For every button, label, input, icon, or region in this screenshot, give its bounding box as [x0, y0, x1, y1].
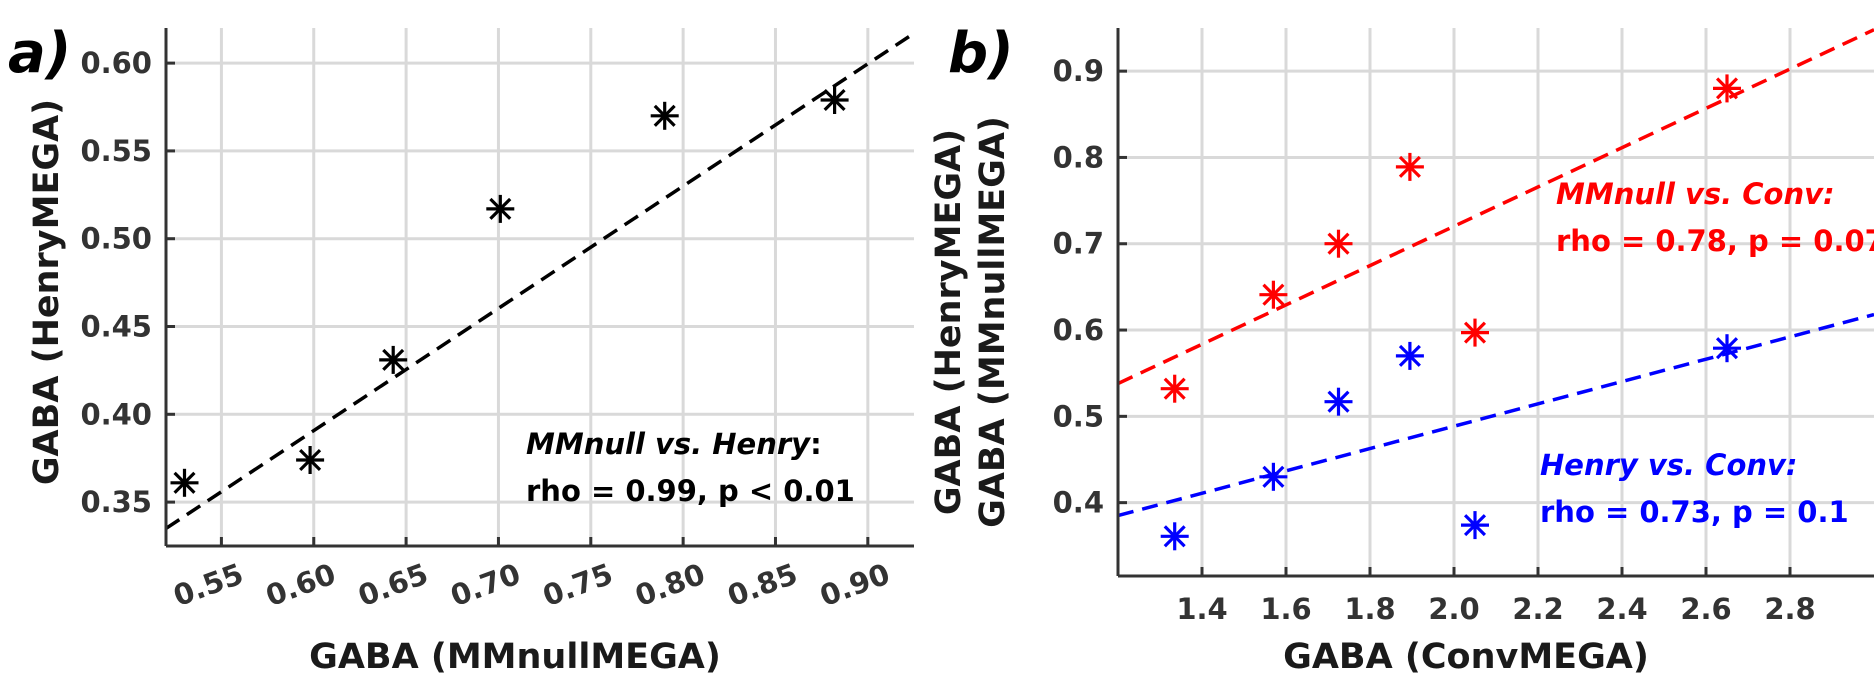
xtick-label-b-2: 1.8: [1344, 592, 1395, 626]
xtick-label-b-6: 2.6: [1680, 592, 1731, 626]
xtick-label-b-3: 2.0: [1428, 592, 1479, 626]
ytick-label-b-3: 0.7: [1053, 227, 1104, 261]
x-axis-label-b: GABA (ConvMEGA): [1283, 637, 1649, 677]
data-point-b-0-5: [1713, 74, 1741, 103]
data-point-a-0-3: [486, 194, 515, 223]
data-point-a-0-4: [650, 101, 679, 130]
data-point-b-0-2: [1324, 229, 1353, 258]
xtick-label-a-0: 0.55: [169, 557, 248, 613]
y-axis-label-b-mmnull: GABA (MMnullMEGA): [973, 116, 1013, 528]
annotation-b-mmnull-stats: rho = 0.78, p = 0.07: [1556, 224, 1874, 258]
data-point-b-1-1: [1259, 462, 1288, 491]
y-axis-label-b-henry: GABA (HenryMEGA): [929, 129, 969, 515]
ytick-label-b-5: 0.9: [1053, 54, 1104, 88]
ytick-label-b-1: 0.5: [1053, 399, 1104, 433]
ytick-label-b-0: 0.4: [1053, 486, 1104, 520]
data-point-a-0-1: [296, 446, 325, 474]
data-point-b-1-0: [1160, 522, 1189, 551]
x-axis-label-a: GABA (MMnullMEGA): [309, 637, 721, 677]
ytick-label-b-2: 0.6: [1053, 313, 1104, 347]
ytick-label-a-5: 0.60: [80, 46, 152, 80]
annotation-a-italic: MMnull vs. Henry: [526, 427, 811, 461]
data-point-a-0-5: [820, 86, 849, 114]
xtick-label-a-2: 0.65: [354, 557, 433, 613]
xtick-label-b-7: 2.8: [1764, 592, 1815, 626]
xtick-label-b-4: 2.2: [1512, 592, 1563, 626]
data-point-a-0-0: [170, 468, 199, 497]
data-point-b-1-5: [1713, 334, 1741, 363]
annotation-a-title: MMnull vs. Henry:: [526, 427, 822, 461]
xtick-label-a-5: 0.80: [631, 557, 710, 613]
ytick-label-a-3: 0.50: [80, 222, 152, 256]
annotation-b-henry-stats: rho = 0.73, p = 0.1: [1540, 495, 1849, 529]
xtick-label-a-1: 0.60: [261, 557, 340, 613]
y-axis-label-a: GABA (HenryMEGA): [27, 99, 67, 485]
fit-line-b-1: [1117, 312, 1874, 518]
ytick-label-a-4: 0.55: [80, 134, 152, 168]
panel-label-b: b): [948, 21, 1014, 86]
panel-b: b) 0.4 0.5 0.6 0.7 0.8 0.9 1.4 1.6 1.8 2.0 2.2 2.4…: [929, 21, 1874, 677]
ytick-label-b-4: 0.8: [1053, 140, 1104, 174]
panel-label-a: a): [8, 21, 71, 86]
ytick-label-a-1: 0.40: [80, 397, 152, 431]
xtick-label-b-5: 2.4: [1596, 592, 1647, 626]
ytick-label-a-2: 0.45: [80, 310, 152, 344]
xtick-label-a-4: 0.75: [538, 557, 617, 613]
xtick-label-a-6: 0.85: [723, 557, 802, 613]
annotation-a-stats: rho = 0.99, p < 0.01: [526, 474, 855, 508]
data-point-b-1-3: [1395, 341, 1424, 370]
annotation-b-mmnull-title: MMnull vs. Conv:: [1556, 177, 1835, 211]
xtick-label-a-7: 0.90: [815, 557, 894, 613]
panel-a: a) 0.350.400.450.500.550.60 0.55 0.60 0.65…: [8, 21, 915, 677]
fit-line-b-0: [1117, 28, 1874, 386]
xtick-label-b-1: 1.6: [1260, 592, 1311, 626]
annotation-b-henry-title: Henry vs. Conv:: [1540, 448, 1798, 482]
data-point-b-0-0: [1160, 374, 1189, 403]
data-point-b-0-3: [1395, 152, 1424, 181]
data-point-b-1-2: [1324, 387, 1353, 416]
xtick-label-a-3: 0.70: [446, 557, 525, 613]
annotation-a-suffix: :: [810, 427, 822, 461]
data-point-a-0-2: [379, 345, 408, 374]
data-point-b-0-1: [1259, 280, 1288, 309]
data-point-b-1-4: [1461, 511, 1489, 540]
ytick-label-a-0: 0.35: [80, 485, 152, 519]
data-point-b-0-4: [1461, 318, 1489, 347]
xtick-label-b-0: 1.4: [1176, 592, 1227, 626]
